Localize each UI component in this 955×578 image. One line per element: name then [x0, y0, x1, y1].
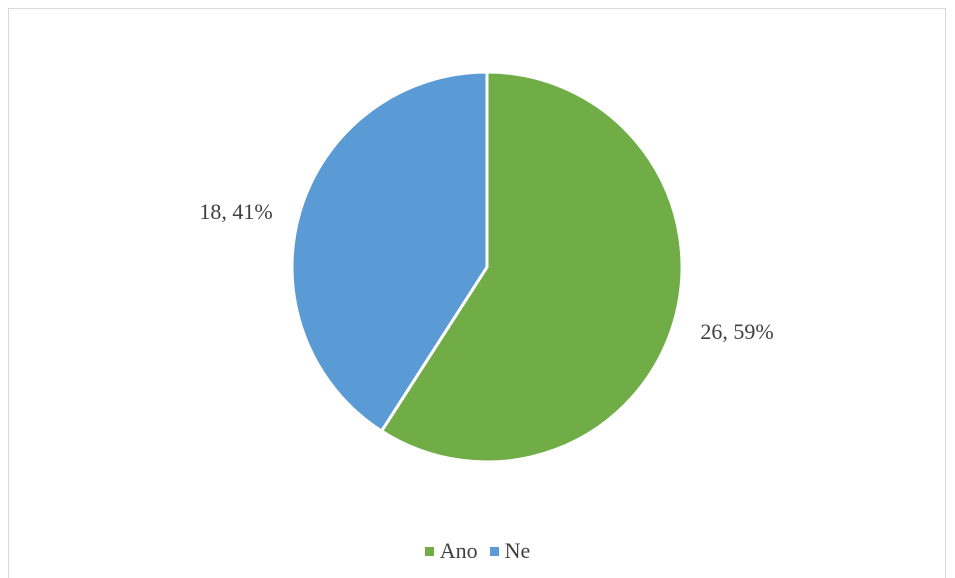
legend-swatch-ano [424, 546, 434, 556]
data-label-ano: 26, 59% [700, 319, 773, 344]
legend-label-ne: Ne [504, 538, 531, 563]
legend-swatch-ne [489, 546, 499, 556]
chart-legend: Ano Ne [0, 538, 955, 564]
pie-slices [290, 70, 684, 464]
legend-item-ano: Ano [424, 538, 478, 564]
pie-data-labels: 26, 59% 18, 41% [199, 199, 773, 344]
legend-label-ano: Ano [439, 538, 478, 563]
pie-slice-ano [379, 70, 684, 464]
legend-item-ne: Ne [489, 538, 531, 564]
pie-slice-ne [290, 70, 489, 434]
data-label-ne: 18, 41% [199, 199, 272, 224]
